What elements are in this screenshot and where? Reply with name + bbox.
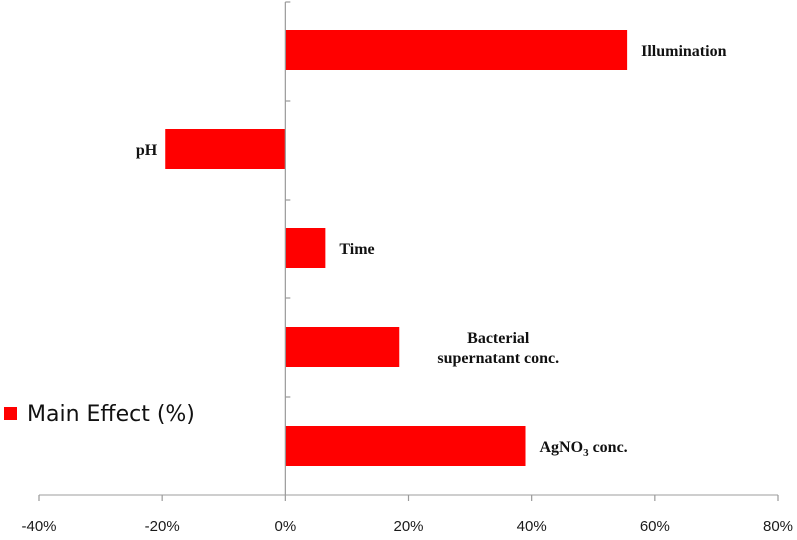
category-label: AgNO3 conc. [540, 439, 628, 459]
category-label: supernatant conc. [437, 350, 559, 367]
category-label: Illumination [641, 43, 726, 60]
bars-layer [165, 30, 628, 466]
bar-2 [285, 228, 326, 268]
category-labels: Illumination pH Time Bacterial supernatant c… [136, 43, 727, 459]
x-tick-label: 40% [517, 518, 547, 535]
x-tick-label: -40% [21, 518, 56, 535]
x-tick-label: 80% [763, 518, 793, 535]
bar-3 [285, 327, 400, 367]
x-tick-label: 0% [274, 518, 296, 535]
category-label: Bacterial [467, 330, 530, 347]
legend-label: Main Effect (%) [27, 402, 195, 427]
ticks-layer: -40% -20% 0% 20% 40% 60% 80% [21, 1, 793, 535]
x-tick-label: -20% [145, 518, 180, 535]
bar-1 [165, 129, 286, 169]
x-tick-label: 20% [393, 518, 423, 535]
legend-swatch [4, 407, 17, 420]
bar-0 [285, 30, 628, 70]
legend: Main Effect (%) [4, 402, 195, 427]
x-tick-label: 60% [640, 518, 670, 535]
category-label: Time [339, 241, 374, 258]
category-label: pH [136, 142, 158, 159]
bar-4 [285, 426, 526, 466]
